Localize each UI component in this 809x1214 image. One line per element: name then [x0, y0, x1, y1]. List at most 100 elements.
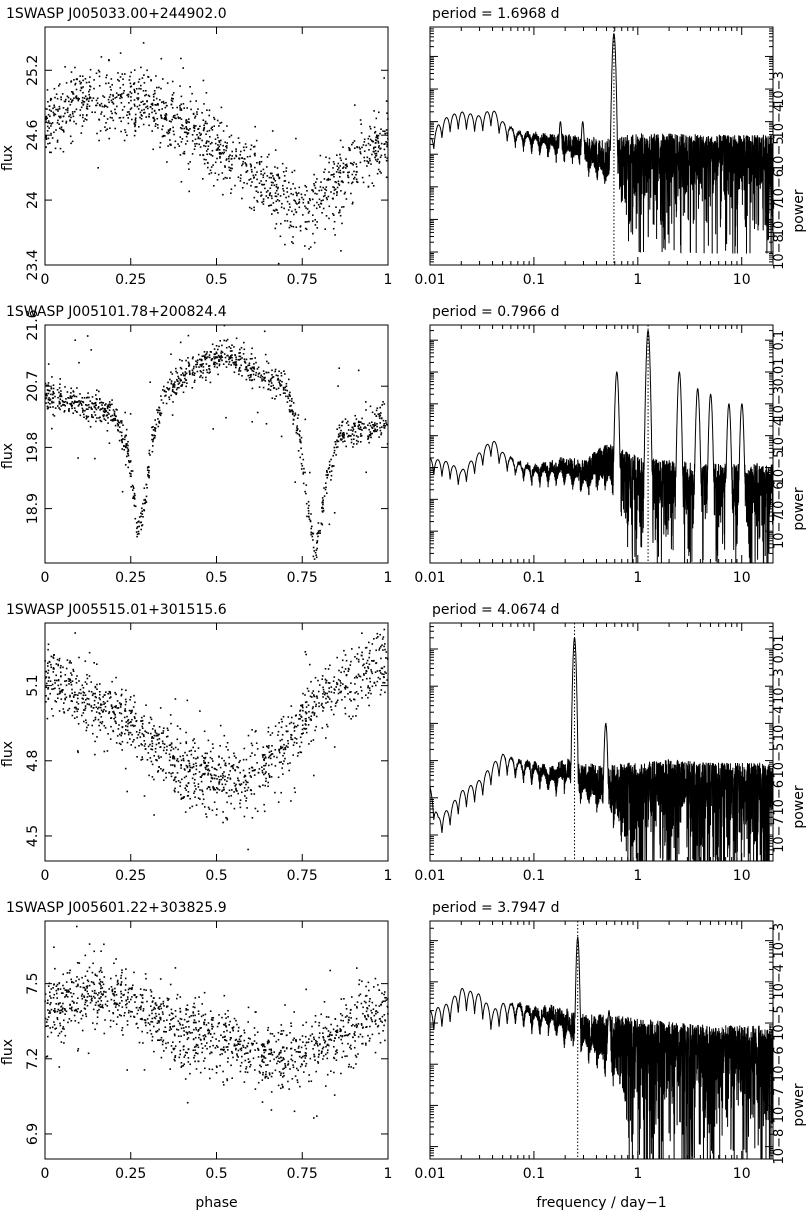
data-point	[374, 132, 376, 134]
data-point	[354, 147, 356, 149]
data-point	[307, 724, 310, 726]
data-point	[82, 712, 85, 714]
data-point	[161, 128, 163, 131]
data-point	[116, 979, 119, 982]
data-point	[234, 364, 237, 367]
data-point	[78, 400, 80, 402]
data-point	[66, 402, 69, 405]
data-point	[157, 409, 160, 412]
data-point	[282, 190, 285, 192]
data-point	[247, 786, 250, 789]
data-point	[108, 1010, 111, 1012]
data-point	[114, 108, 116, 111]
data-point	[76, 710, 79, 713]
data-point	[376, 670, 379, 672]
data-point	[94, 753, 96, 756]
data-point	[302, 201, 305, 204]
data-point	[166, 82, 169, 84]
data-point	[187, 791, 190, 793]
data-point	[156, 117, 159, 120]
data-point	[107, 693, 109, 695]
data-point	[116, 707, 119, 709]
data-point	[137, 734, 140, 736]
data-point	[337, 692, 340, 695]
data-point	[50, 1031, 53, 1034]
data-point	[271, 374, 273, 376]
data-point	[323, 178, 326, 180]
data-point	[82, 687, 85, 689]
data-point	[179, 366, 182, 369]
data-point	[163, 779, 165, 781]
data-point	[294, 481, 296, 483]
data-point	[380, 1003, 382, 1006]
data-point	[151, 737, 153, 739]
data-point	[243, 776, 246, 778]
data-point	[132, 740, 134, 743]
data-point	[177, 380, 179, 383]
data-point	[170, 353, 172, 355]
data-point	[175, 392, 178, 394]
data-point	[280, 1024, 283, 1026]
data-point	[312, 214, 314, 216]
data-point	[304, 471, 306, 474]
data-point	[63, 100, 66, 103]
data-point	[100, 420, 103, 423]
data-point	[94, 695, 97, 698]
data-point	[241, 187, 244, 189]
data-point	[64, 698, 66, 701]
data-point	[221, 359, 223, 362]
data-point	[220, 354, 223, 357]
data-point	[284, 748, 287, 751]
data-point	[355, 715, 357, 717]
data-point	[204, 806, 206, 808]
data-point	[53, 131, 55, 134]
data-point	[141, 77, 144, 79]
data-point	[142, 1042, 144, 1044]
data-point	[86, 335, 89, 337]
data-point	[70, 684, 73, 686]
data-point	[52, 107, 54, 110]
data-point	[141, 732, 144, 735]
x-tick-label: 0	[41, 868, 50, 884]
data-point	[62, 666, 64, 669]
data-point	[133, 88, 135, 91]
data-point	[333, 175, 335, 178]
data-point	[326, 470, 328, 472]
data-point	[109, 116, 112, 119]
data-point	[326, 1051, 329, 1054]
data-point	[77, 697, 79, 700]
data-point	[46, 394, 48, 397]
data-point	[224, 1013, 227, 1015]
data-point	[211, 1051, 213, 1054]
data-point	[73, 401, 76, 404]
data-point	[115, 92, 118, 94]
data-point	[52, 384, 55, 386]
data-point	[198, 366, 200, 368]
data-point	[383, 148, 386, 151]
data-point	[369, 125, 371, 128]
data-point	[386, 423, 388, 426]
data-point	[208, 109, 211, 112]
data-point	[332, 174, 334, 176]
data-point	[292, 236, 294, 238]
data-point	[238, 761, 240, 764]
data-point	[327, 195, 330, 198]
data-point	[74, 691, 76, 694]
data-point	[194, 117, 196, 119]
data-point	[328, 157, 331, 160]
data-point	[169, 143, 171, 146]
data-point	[210, 358, 213, 360]
data-point	[148, 124, 150, 127]
data-point	[103, 106, 105, 108]
data-point	[73, 395, 76, 398]
data-point	[305, 712, 308, 714]
data-point	[65, 122, 67, 124]
data-point	[82, 698, 84, 700]
data-point	[220, 775, 222, 777]
data-point	[210, 127, 213, 130]
data-point	[173, 756, 176, 758]
data-point	[322, 499, 324, 501]
data-point	[301, 724, 304, 726]
data-point	[267, 371, 270, 374]
data-point	[214, 788, 217, 791]
